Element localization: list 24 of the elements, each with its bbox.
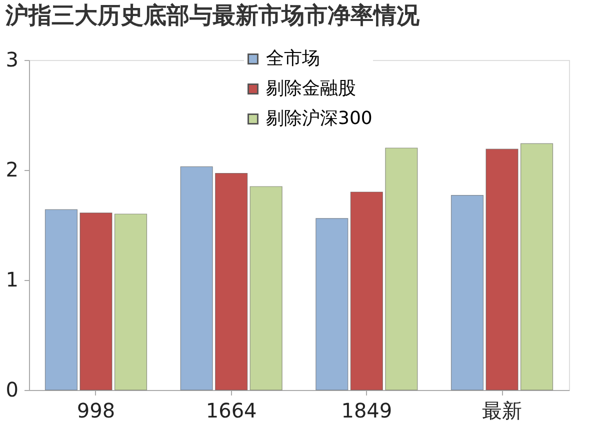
y-tick-label: 1	[6, 268, 18, 292]
y-tick-label: 3	[6, 48, 18, 72]
legend-label: 剔除沪深300	[266, 108, 372, 129]
bar	[180, 166, 213, 390]
x-tick-label: 1849	[341, 398, 392, 422]
bar	[486, 148, 518, 390]
bar	[450, 195, 484, 390]
x-tick-label: 1664	[206, 398, 257, 422]
bar	[250, 186, 282, 390]
bar	[44, 209, 78, 390]
chart-title: 沪指三大历史底部与最新市场市净率情况	[4, 2, 420, 29]
bar	[520, 143, 554, 390]
y-tick-label: 0	[6, 378, 18, 402]
y-tick-label: 2	[6, 158, 18, 182]
legend-label: 全市场	[266, 48, 320, 69]
bar	[80, 212, 112, 390]
bar	[215, 173, 248, 390]
bar	[114, 214, 148, 390]
x-tick-label: 最新	[482, 398, 522, 422]
bar	[350, 192, 383, 390]
bar	[316, 218, 348, 390]
legend-label: 剔除金融股	[266, 78, 356, 99]
bar	[385, 148, 418, 390]
x-tick-label: 998	[76, 398, 116, 422]
